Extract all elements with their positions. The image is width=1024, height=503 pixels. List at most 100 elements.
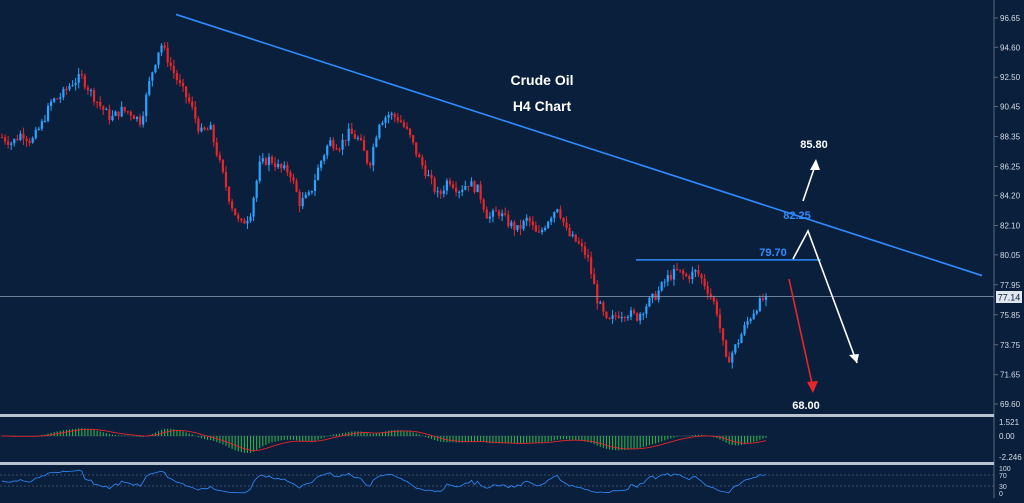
candle	[123, 106, 126, 113]
candle	[129, 110, 132, 121]
candle	[307, 190, 310, 197]
candle	[703, 274, 706, 290]
candle	[402, 119, 406, 129]
candle	[405, 122, 409, 130]
candle	[148, 76, 151, 97]
candle	[108, 104, 111, 125]
candle	[206, 127, 209, 131]
candle	[737, 338, 740, 349]
candle	[418, 152, 421, 158]
candle	[338, 147, 341, 153]
candle	[734, 343, 737, 355]
candle	[89, 88, 93, 97]
candle	[218, 151, 221, 163]
candle	[53, 97, 56, 104]
panel-divider-1	[0, 414, 994, 417]
candle	[596, 280, 599, 310]
candle	[574, 234, 577, 243]
candle	[96, 101, 99, 109]
candle	[629, 306, 633, 321]
candle	[691, 266, 694, 284]
candle	[470, 177, 473, 187]
candle	[436, 186, 439, 198]
candle	[34, 126, 37, 140]
candle	[212, 123, 215, 147]
candle	[746, 316, 749, 329]
candle	[384, 115, 387, 129]
candle	[163, 42, 166, 51]
candle	[31, 136, 34, 144]
candle	[611, 310, 614, 324]
candle	[243, 217, 246, 224]
candle	[485, 206, 488, 219]
candle	[682, 268, 685, 280]
candle	[227, 185, 231, 205]
candle	[639, 312, 642, 325]
candle	[764, 293, 768, 307]
candle	[197, 116, 200, 135]
candle	[273, 157, 277, 172]
candle	[439, 188, 442, 199]
candle	[381, 120, 384, 126]
candle	[280, 163, 283, 173]
candle	[697, 264, 700, 278]
candle	[642, 312, 645, 320]
candle	[200, 123, 203, 133]
candle	[181, 78, 185, 92]
price-tick-label: 86.25	[1000, 162, 1021, 171]
chart-subtitle: H4 Chart	[513, 98, 572, 114]
scenario-down-path	[792, 229, 858, 364]
candle	[461, 185, 464, 196]
candle	[504, 207, 507, 217]
candle	[501, 209, 504, 222]
candle	[559, 205, 562, 220]
macd-tick-zero: 0.00	[999, 432, 1015, 441]
candle	[399, 115, 402, 123]
candle	[513, 220, 516, 236]
candle	[175, 69, 178, 85]
candle	[369, 161, 372, 169]
rsi-panel	[0, 469, 994, 494]
candle	[556, 208, 559, 214]
candle	[286, 161, 289, 176]
candle	[494, 206, 498, 212]
bearish-arrowhead	[807, 381, 818, 393]
level-label-82-25: 82.25	[783, 210, 811, 222]
candle	[464, 180, 467, 191]
price-tick-label: 94.60	[1000, 43, 1021, 52]
candle	[295, 178, 298, 193]
candle	[120, 101, 123, 118]
macd-signal-line	[1, 428, 767, 451]
rsi-line	[1, 469, 767, 494]
candle	[215, 137, 218, 158]
candle	[660, 281, 663, 292]
candle	[347, 123, 350, 146]
candle	[359, 133, 363, 142]
candle	[608, 317, 611, 320]
candle	[151, 71, 154, 87]
candle	[378, 123, 381, 140]
candle	[718, 308, 722, 334]
candle	[313, 173, 317, 197]
candle	[721, 328, 725, 346]
candle	[675, 263, 679, 271]
candle	[666, 269, 669, 286]
candle	[571, 231, 574, 238]
price-tick-label: 73.75	[1000, 341, 1021, 350]
scenario-up-arrowhead	[810, 159, 820, 170]
candle	[13, 138, 16, 147]
candle	[301, 192, 304, 210]
candle	[725, 339, 728, 358]
candle	[599, 300, 602, 304]
price-axis: 96.65 94.60 92.50 90.45 88.35 86.25 84.20 82.10…	[994, 14, 1021, 409]
price-tick-label: 75.85	[1000, 311, 1021, 320]
candle	[568, 223, 571, 237]
candle	[332, 137, 335, 152]
candle	[694, 269, 697, 278]
candle	[534, 221, 537, 232]
price-tick-label: 80.05	[1000, 251, 1021, 260]
candle	[135, 116, 139, 122]
candle	[310, 190, 313, 195]
candle	[264, 156, 267, 166]
